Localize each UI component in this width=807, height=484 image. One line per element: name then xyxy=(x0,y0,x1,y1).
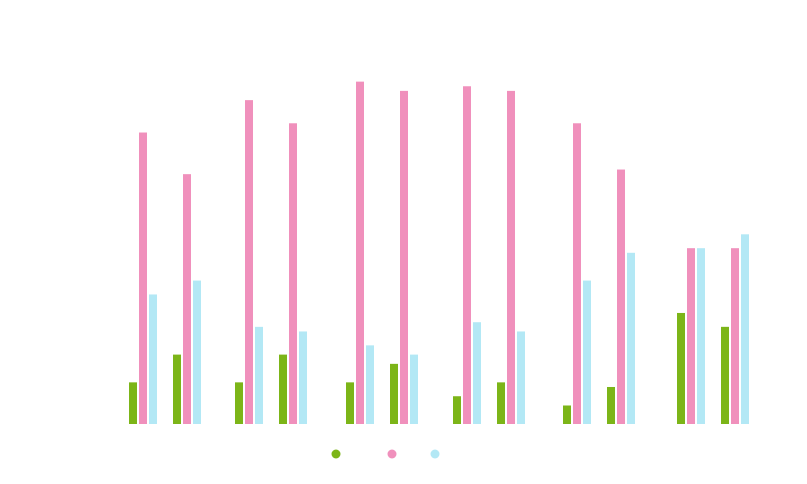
bar-series-2-category-6 xyxy=(400,90,408,424)
bar-series-3-category-1 xyxy=(149,294,157,424)
bar-layer xyxy=(129,81,749,425)
bar-series-3-category-6 xyxy=(410,354,418,424)
legend-marker-series-2[interactable] xyxy=(387,449,397,459)
bar-series-3-category-12 xyxy=(741,234,749,424)
bar-series-1-category-10 xyxy=(607,386,615,424)
bar-series-2-category-9 xyxy=(573,123,581,425)
bar-series-3-category-5 xyxy=(366,345,374,424)
bar-series-1-category-9 xyxy=(563,405,571,424)
bar-series-1-category-3 xyxy=(235,382,243,424)
bar-series-1-category-6 xyxy=(390,363,398,424)
bar-series-1-category-5 xyxy=(346,382,354,424)
bar-series-1-category-7 xyxy=(453,396,461,424)
bar-series-2-category-2 xyxy=(183,174,191,424)
bar-series-1-category-4 xyxy=(279,354,287,424)
bar-series-1-category-11 xyxy=(677,312,685,424)
bar-series-3-category-7 xyxy=(473,322,481,424)
bar-series-2-category-12 xyxy=(731,248,739,424)
bar-series-2-category-5 xyxy=(356,81,364,425)
bar-series-3-category-8 xyxy=(517,331,525,424)
bar-series-2-category-3 xyxy=(245,100,253,424)
bar-series-2-category-11 xyxy=(687,248,695,424)
bar-series-3-category-10 xyxy=(627,252,635,424)
bar-series-3-category-3 xyxy=(255,326,263,424)
bar-series-2-category-1 xyxy=(139,132,147,424)
bar-series-1-category-8 xyxy=(497,382,505,424)
bar-series-2-category-10 xyxy=(617,169,625,424)
legend-marker-series-3[interactable] xyxy=(430,449,440,459)
bar-series-3-category-4 xyxy=(299,331,307,424)
bar-series-1-category-2 xyxy=(173,354,181,424)
bar-series-3-category-9 xyxy=(583,280,591,424)
bar-series-1-category-12 xyxy=(721,326,729,424)
bar-series-2-category-7 xyxy=(463,86,471,425)
legend xyxy=(331,449,440,459)
bar-series-2-category-8 xyxy=(507,90,515,424)
legend-marker-series-1[interactable] xyxy=(331,449,341,459)
bar-series-1-category-1 xyxy=(129,382,137,424)
bar-series-3-category-2 xyxy=(193,280,201,424)
bar-series-2-category-4 xyxy=(289,123,297,425)
bar-series-3-category-11 xyxy=(697,248,705,424)
